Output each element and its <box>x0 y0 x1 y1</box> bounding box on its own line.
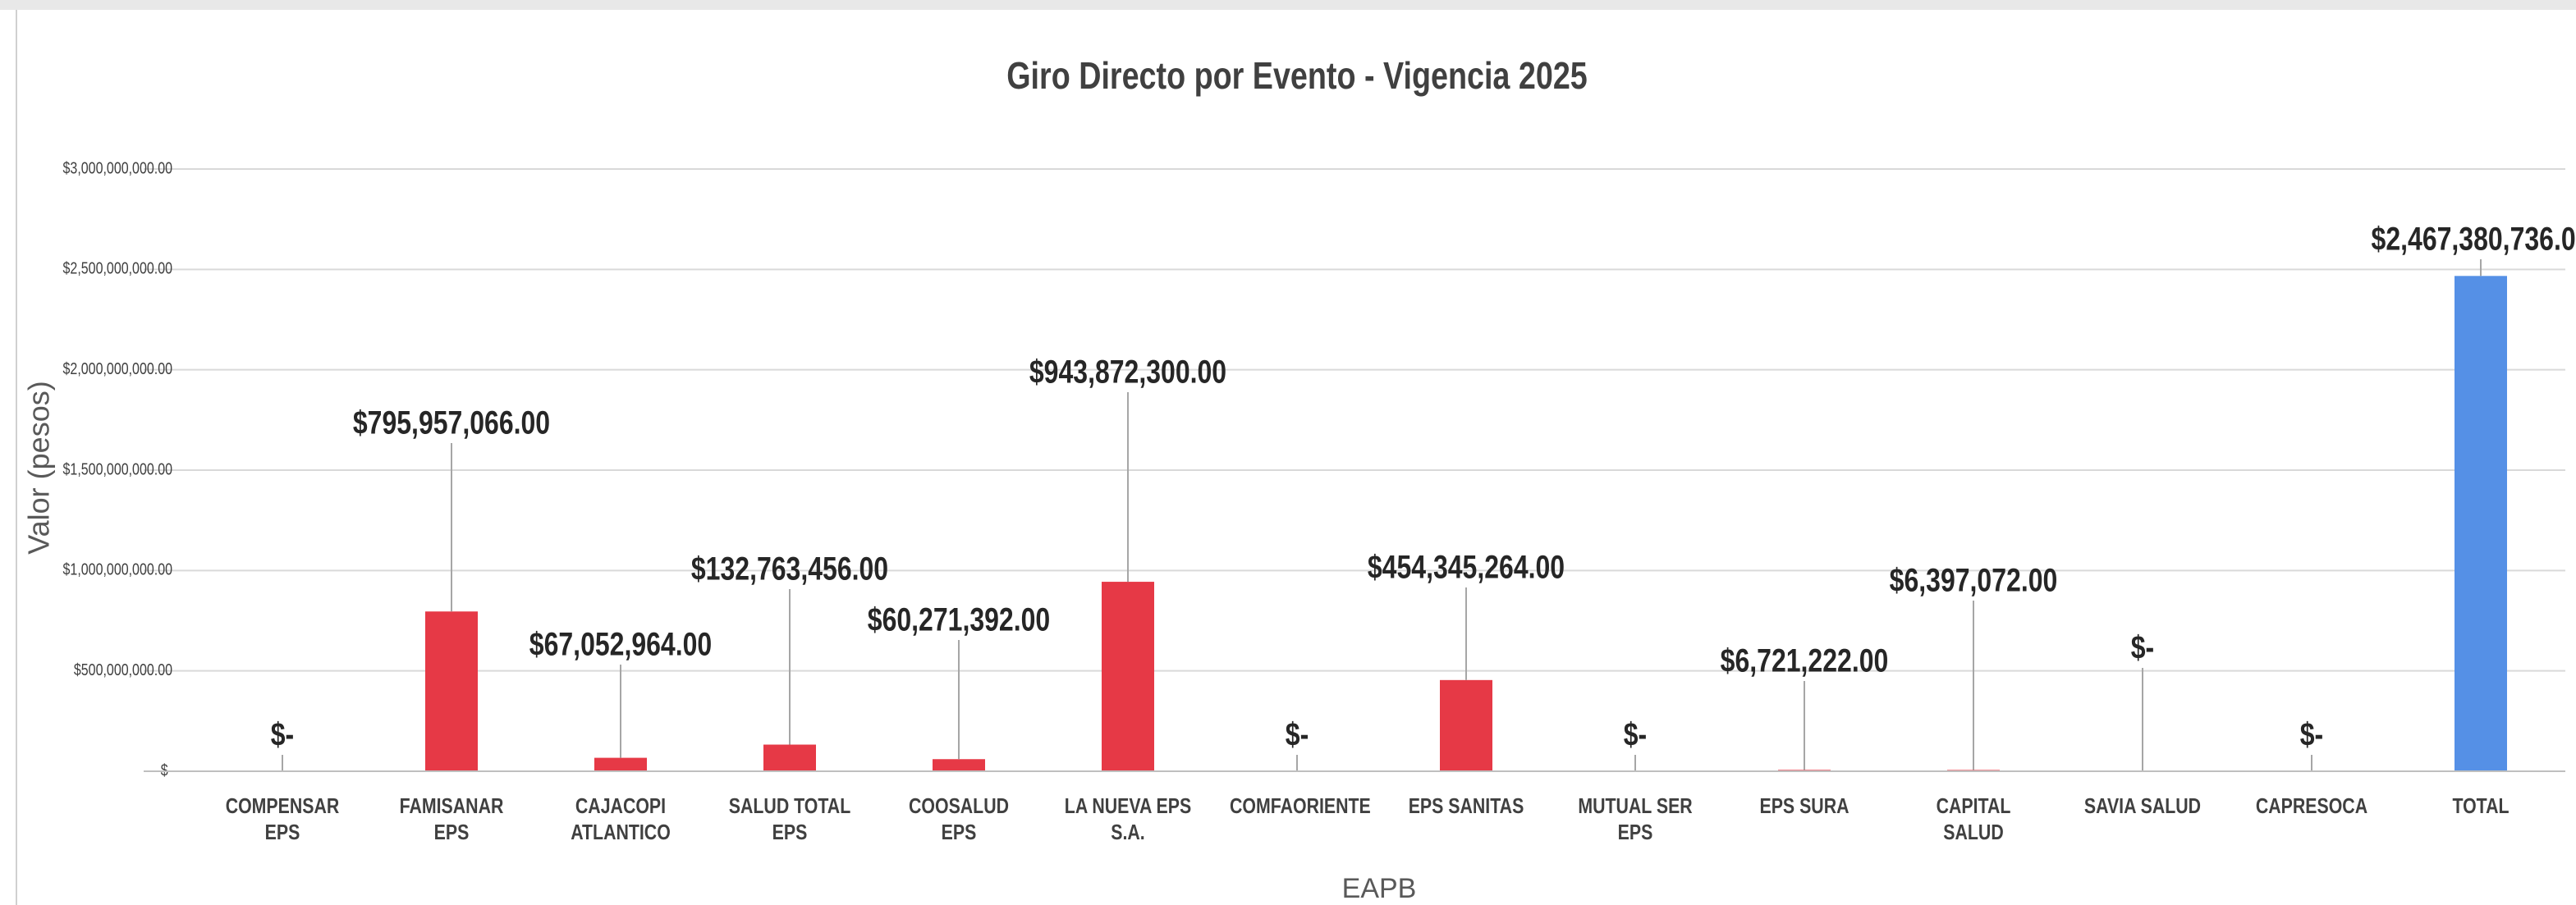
x-tick-label: SAVIA SALUD <box>2083 793 2202 818</box>
bar <box>1440 679 1492 771</box>
bar <box>2455 276 2507 771</box>
bar <box>594 757 647 771</box>
x-tick-label: CAJACOPI ATLANTICO <box>571 793 671 844</box>
bar <box>763 744 816 771</box>
x-tick-label: FAMISANAR EPS <box>399 793 504 844</box>
chart-title: Giro Directo por Evento - Vigencia 2025 <box>1006 55 1588 97</box>
x-tick-label: SALUD TOTAL EPS <box>728 793 851 844</box>
bar <box>933 759 985 771</box>
data-label: $- <box>1624 715 1647 752</box>
y-tick-label: $- <box>161 761 172 779</box>
data-label: $795,957,066.00 <box>353 404 550 441</box>
x-tick-label: CAPITAL SALUD <box>1936 793 2011 844</box>
data-label: $- <box>271 715 294 752</box>
data-label: $- <box>1286 715 1309 752</box>
x-tick-label: EPS SANITAS <box>1408 793 1524 818</box>
data-label: $943,872,300.00 <box>1029 353 1226 390</box>
data-label: $- <box>2300 715 2323 752</box>
data-label: $6,721,222.00 <box>1721 642 1889 679</box>
y-tick-label: $1,000,000,000.00 <box>63 560 172 578</box>
data-label: $60,271,392.00 <box>868 601 1050 638</box>
y-tick-label: $2,500,000,000.00 <box>63 259 172 277</box>
data-label: $67,052,964.00 <box>529 625 712 662</box>
y-tick-label: $2,000,000,000.00 <box>63 359 172 377</box>
x-tick-label: EPS SURA <box>1759 793 1849 818</box>
x-tick-label: TOTAL <box>2452 793 2510 818</box>
x-tick-label: COMFAORIENTE <box>1230 793 1371 818</box>
y-axis-label: Valor (pesos) <box>22 381 56 554</box>
data-label: $- <box>2131 628 2154 665</box>
x-axis-label: EAPB <box>1342 873 1417 904</box>
sheet-header <box>0 0 2576 10</box>
x-tick-label: MUTUAL SER EPS <box>1578 793 1693 844</box>
data-label: $2,467,380,736.00 <box>2372 220 2576 257</box>
x-tick-label: COOSALUD EPS <box>908 793 1010 844</box>
data-label: $454,345,264.00 <box>1368 548 1565 585</box>
data-label: $6,397,072.00 <box>1890 561 2058 598</box>
data-label: $132,763,456.00 <box>691 550 888 587</box>
bar <box>1102 582 1154 771</box>
y-tick-label: $3,000,000,000.00 <box>63 159 172 177</box>
y-tick-label: $1,500,000,000.00 <box>63 460 172 478</box>
bar <box>425 611 478 771</box>
y-tick-label: $500,000,000.00 <box>74 660 172 679</box>
x-tick-label: CAPRESOCA <box>2255 793 2368 818</box>
x-tick-label: COMPENSAR EPS <box>225 793 340 844</box>
x-tick-label: LA NUEVA EPS S.A. <box>1064 793 1192 844</box>
